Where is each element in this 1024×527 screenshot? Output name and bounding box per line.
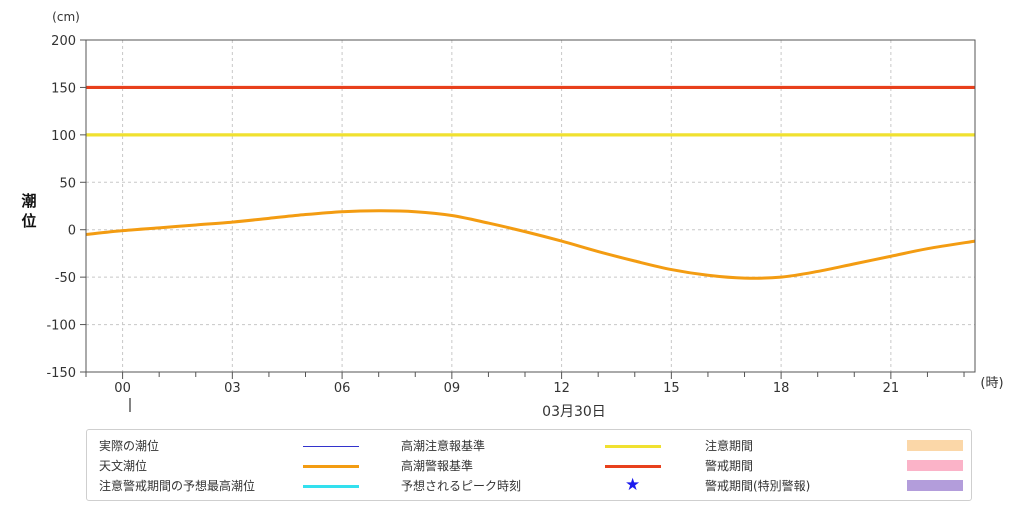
x-tick-label: 09 — [444, 381, 461, 396]
legend-line-swatch — [605, 444, 661, 448]
legend-line-swatch — [303, 445, 359, 447]
y-tick-label: 50 — [59, 176, 76, 191]
series — [85, 209, 976, 280]
x-tick-label: 18 — [773, 381, 790, 396]
star-icon: ★ — [625, 475, 641, 495]
x-tick-label: 21 — [883, 381, 900, 396]
y-tick-label: 100 — [51, 129, 76, 144]
legend-label: 警戒期間(特別警報) — [705, 479, 811, 493]
x-tick-label: 03 — [224, 381, 241, 396]
tide-chart: 200 150 100 50 0 -50 -100 -150 00 03 06 09 12 15 18 21… — [21, 10, 1003, 420]
y-axis-title-char: 位 — [21, 212, 36, 230]
legend-label: 天文潮位 — [99, 459, 148, 473]
x-tick-label: 00 — [114, 381, 131, 396]
legend-label: 高潮注意報基準 — [401, 439, 486, 453]
x-tick-label: 15 — [663, 381, 680, 396]
legend-box-swatch — [907, 480, 963, 491]
x-unit-label: (時) — [980, 376, 1003, 391]
x-tick-label: 06 — [334, 381, 351, 396]
plot-frame — [85, 39, 976, 373]
series-line — [85, 209, 976, 280]
grid — [86, 40, 975, 372]
legend-line-swatch — [303, 484, 359, 488]
legend: 実際の潮位天文潮位注意警戒期間の予想最高潮位 高潮注意報基準 高潮警報基準予想される… — [86, 429, 972, 501]
y-axis: 200 150 100 50 0 -50 -100 -150 — [46, 34, 86, 381]
legend-box-swatch — [907, 460, 963, 471]
legend-label: 実際の潮位 — [99, 439, 160, 453]
x-tick-label: 12 — [553, 381, 570, 396]
y-tick-label: 150 — [51, 81, 76, 96]
legend-line-swatch — [303, 464, 359, 468]
date-label: 03月30日 — [542, 404, 606, 420]
legend-label: 高潮警報基準 — [401, 459, 474, 473]
y-tick-label: -50 — [55, 271, 76, 286]
legend-label: 注意警戒期間の予想最高潮位 — [99, 479, 256, 493]
legend-label: 予想されるピーク時刻 — [401, 479, 522, 493]
reference-lines — [86, 85, 975, 137]
y-axis-title: 潮位 — [21, 192, 36, 230]
x-axis: 00 03 06 09 12 15 18 21 — [85, 372, 965, 396]
y-tick-label: 200 — [51, 34, 76, 49]
y-axis-title-char: 潮 — [21, 192, 36, 210]
legend-label: 注意期間 — [705, 439, 754, 453]
legend-line-swatch — [605, 464, 661, 468]
y-tick-label: -150 — [46, 366, 76, 381]
y-tick-label: -100 — [46, 319, 76, 334]
legend-box-swatch — [907, 440, 963, 451]
y-unit-label: (cm) — [52, 10, 80, 24]
y-tick-label: 0 — [68, 224, 76, 239]
legend-label: 警戒期間 — [705, 459, 754, 473]
